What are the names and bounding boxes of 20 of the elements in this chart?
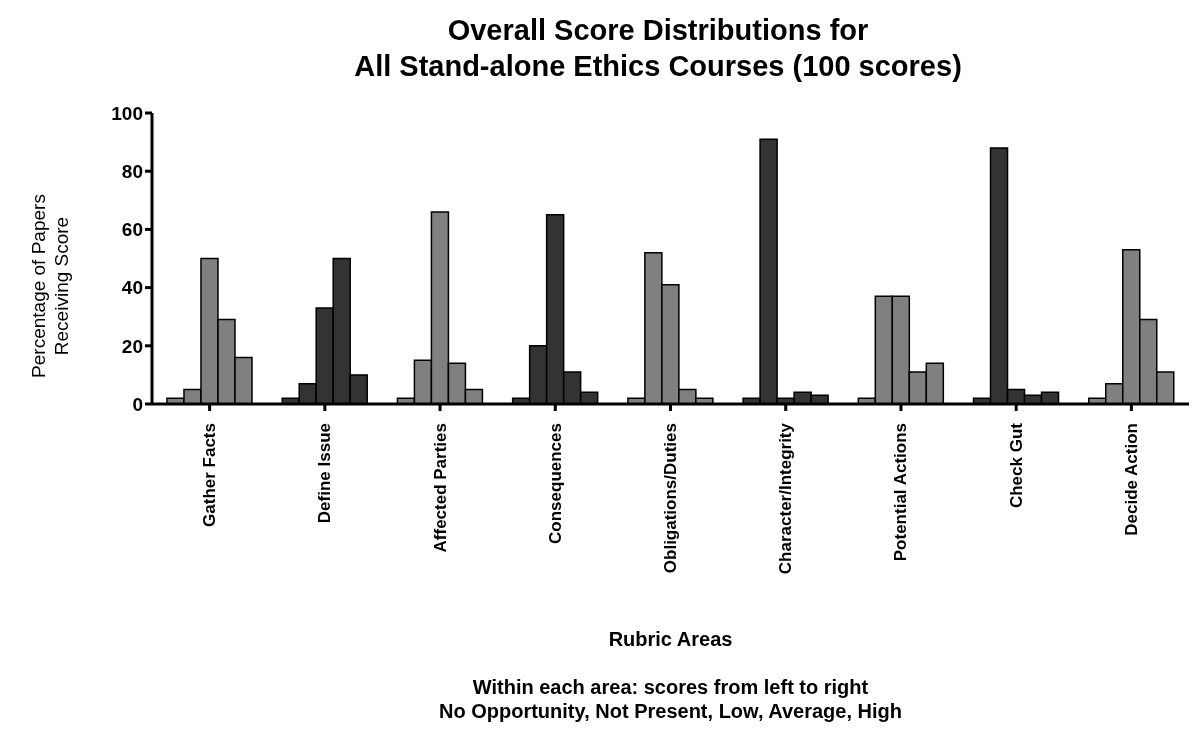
y-tick-label: 60 [121,219,143,241]
y-tick-label: 0 [132,393,143,415]
x-tick-label: Affected Parties [430,423,450,553]
chart-title: Overall Score Distributions for All Stand-alone Ethics Courses (100 scores) [353,13,963,84]
y-axis-title: Percentage of Papers Receiving Score [27,193,73,380]
y-tick-label: 20 [121,335,143,357]
x-tick-label: Potential Actions [891,423,911,562]
x-tick-label: Character/Integrity [776,422,796,575]
x-tick-label: Consequences [545,423,565,544]
x-axis-title: Rubric Areas [607,628,734,651]
text: No Opportunity, Not Present, Low, Average, High [438,699,903,723]
y-tick-label: 100 [111,102,143,124]
x-tick-label: Decide Action [1121,423,1141,536]
y-tick-label: 40 [121,277,143,299]
x-tick-label: Check Gut [1006,422,1026,509]
y-tick-label: 80 [121,160,143,182]
x-tick-label: Obligations/Duties [661,423,680,574]
x-tick-label: Gather Facts [200,423,220,527]
text: Within each area: scores from left to right [471,675,870,699]
x-tick-label: Define Issue [315,423,335,524]
